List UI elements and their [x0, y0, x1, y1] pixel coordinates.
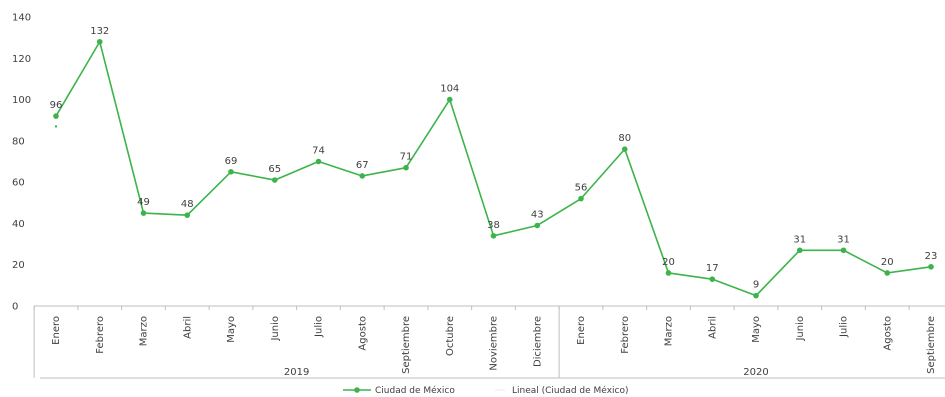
data-point [271, 177, 278, 183]
x-tick-label: Septiembre [926, 316, 937, 374]
data-point [96, 38, 103, 45]
data-point [446, 96, 453, 103]
x-tick-label: Enero [51, 316, 62, 345]
x-tick-label: Junio [270, 316, 281, 342]
data-point [534, 222, 541, 229]
legend-label-trend: Lineal (Ciudad de México) [512, 385, 628, 396]
data-label: 104 [440, 84, 459, 95]
x-tick-label: Abril [707, 316, 718, 339]
data-label: 31 [793, 234, 806, 245]
x-tick-label: Abril [182, 316, 193, 339]
data-label: 20 [662, 257, 675, 268]
data-label: 9 [753, 280, 759, 291]
data-point [753, 292, 759, 299]
data-label: 80 [618, 133, 631, 144]
y-tick-label: 80 [12, 136, 25, 147]
y-tick-label: 100 [12, 95, 31, 106]
x-tick-label: Mayo [751, 316, 762, 343]
y-tick-label: 120 [12, 54, 31, 65]
legend-label-series: Ciudad de México [375, 385, 455, 396]
series-line-path [55, 40, 932, 297]
x-tick-label: Noviembre [489, 316, 500, 371]
data-label: 69 [225, 156, 238, 167]
data-point [840, 247, 847, 254]
y-tick-label: 40 [12, 219, 25, 230]
data-label: 132 [90, 26, 109, 37]
x-tick-label: Julio [839, 316, 850, 338]
data-point [53, 113, 59, 119]
y-axis: 0 20 40 60 80 100 120 140 [12, 13, 31, 313]
data-point [140, 210, 147, 216]
data-point [709, 276, 716, 282]
data-label: 67 [356, 160, 369, 171]
data-points [53, 38, 934, 299]
data-point [228, 169, 234, 175]
x-axis: Enero Febrero Marzo Abril Mayo Junio Julio Agos… [33, 305, 945, 379]
data-point [315, 158, 322, 165]
x-tick-label: Mayo [226, 316, 237, 343]
data-labels: 96 132 49 48 69 65 74 67 71 104 38 43 56 80 20 17 9 31 31 2… [50, 26, 938, 291]
data-label: 71 [400, 152, 413, 163]
data-label: 74 [312, 146, 325, 157]
data-point [796, 247, 803, 254]
series-line [55, 40, 932, 297]
year-group-label: 2020 [743, 367, 768, 378]
data-label: 43 [531, 209, 544, 220]
trend-point [54, 125, 58, 128]
data-point [621, 146, 628, 152]
x-tick-label: Enero [576, 316, 587, 345]
data-point [403, 164, 409, 171]
x-tick-label: Marzo [139, 316, 150, 346]
data-label: 56 [575, 183, 588, 194]
legend-point-marker [354, 387, 360, 393]
data-point [490, 233, 497, 239]
data-point [359, 173, 366, 179]
y-tick-label: 20 [12, 260, 25, 271]
data-label: 23 [925, 251, 938, 262]
data-label: 49 [137, 197, 150, 208]
y-tick-label: 60 [12, 178, 25, 189]
data-label: 38 [487, 220, 500, 231]
data-point [578, 195, 584, 202]
y-tick-label: 0 [12, 302, 18, 313]
data-label: 65 [268, 164, 281, 175]
data-point [665, 270, 672, 276]
x-tick-label: Agosto [357, 316, 368, 351]
x-tick-label: Julio [314, 316, 325, 338]
data-point [184, 212, 191, 218]
y-tick-label: 140 [12, 13, 31, 24]
data-label: 96 [50, 100, 63, 111]
x-tick-label: Agosto [882, 316, 893, 351]
x-tick-label: Febrero [620, 316, 631, 354]
x-tick-label: Febrero [95, 316, 106, 354]
x-tick-label: Octubre [445, 316, 456, 356]
data-point [884, 270, 891, 276]
x-tick-label: Marzo [664, 316, 675, 346]
data-label: 20 [881, 257, 894, 268]
x-tick-label: Diciembre [532, 316, 543, 367]
x-tick-label: Junio [795, 316, 806, 342]
data-label: 48 [181, 199, 194, 210]
data-point [928, 263, 934, 270]
data-label: 17 [706, 263, 719, 274]
legend: Ciudad de México Lineal (Ciudad de Méxic… [343, 385, 628, 396]
x-tick-label: Septiembre [401, 316, 412, 374]
data-label: 31 [837, 234, 850, 245]
year-group-label: 2019 [284, 367, 309, 378]
